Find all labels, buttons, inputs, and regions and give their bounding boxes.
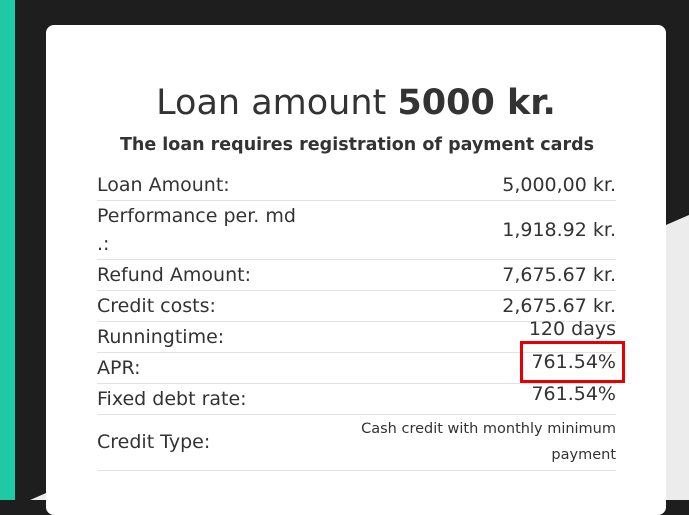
row-label: Fixed debt rate: xyxy=(97,388,247,410)
card-title: Loan amount 5000 kr. xyxy=(46,80,666,126)
row-label: Credit costs: xyxy=(97,295,216,317)
detail-row: Credit Type: Cash credit with monthly min… xyxy=(97,415,616,471)
detail-row: Fixed debt rate: 761.54% xyxy=(97,383,616,415)
loan-card: Loan amount 5000 kr. The loan requires r… xyxy=(46,25,666,515)
card-subtitle: The loan requires registration of paymen… xyxy=(119,135,595,155)
row-value: Cash credit with monthly minimum payment xyxy=(361,421,616,463)
row-value: 2,675.67 kr. xyxy=(502,295,616,317)
details-table: Loan Amount: 5,000,00 kr. Performance per.… xyxy=(97,170,625,471)
title-text: Loan amount xyxy=(156,83,387,123)
detail-row: APR: 761.54% xyxy=(97,341,625,384)
detail-row: Refund Amount: 7,675.67 kr. xyxy=(97,260,616,291)
detail-row: Credit costs: 2,675.67 kr. xyxy=(97,291,616,322)
row-value: 1,918.92 kr. xyxy=(502,219,616,241)
detail-row: Runningtime: 120 days xyxy=(97,318,616,353)
row-label: Loan Amount: xyxy=(97,174,230,196)
row-label: APR: xyxy=(97,357,141,379)
row-value: 120 days xyxy=(528,318,616,340)
row-value: 5,000,00 kr. xyxy=(502,174,616,196)
row-label: Credit Type: xyxy=(97,431,211,453)
row-label: Refund Amount: xyxy=(97,264,251,286)
row-value: 761.54% xyxy=(520,341,625,383)
row-label: Performance per. md .: xyxy=(97,205,296,255)
detail-row: Loan Amount: 5,000,00 kr. xyxy=(97,170,616,201)
row-label: Runningtime: xyxy=(97,326,225,348)
row-value: 7,675.67 kr. xyxy=(502,264,616,286)
title-amount: 5000 kr. xyxy=(397,83,556,123)
side-strip xyxy=(0,0,15,500)
detail-row: Performance per. md .: 1,918.92 kr. xyxy=(97,201,616,260)
row-value: 761.54% xyxy=(531,383,616,405)
